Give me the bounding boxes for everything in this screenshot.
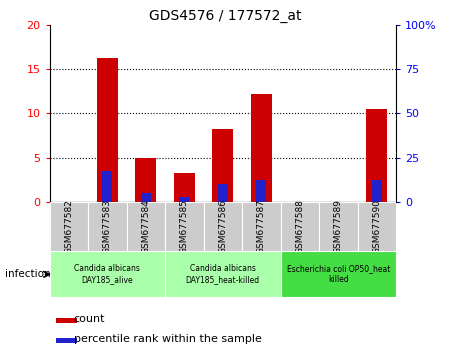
Text: Candida albicans
DAY185_alive: Candida albicans DAY185_alive: [74, 264, 140, 284]
Text: GSM677589: GSM677589: [334, 199, 343, 254]
Text: GSM677590: GSM677590: [372, 199, 381, 254]
Text: GSM677588: GSM677588: [295, 199, 304, 254]
Bar: [251, 94, 272, 202]
Bar: [372, 180, 382, 202]
Text: Escherichia coli OP50_heat
killed: Escherichia coli OP50_heat killed: [287, 264, 390, 284]
Bar: [165, 202, 203, 251]
Bar: [366, 109, 387, 202]
Bar: [88, 202, 126, 251]
Bar: [319, 202, 357, 251]
Text: GSM677583: GSM677583: [103, 199, 112, 254]
Bar: [97, 58, 118, 202]
Bar: [165, 251, 280, 297]
Bar: [280, 251, 396, 297]
Bar: [56, 338, 77, 343]
Bar: [50, 251, 165, 297]
Bar: [56, 319, 77, 323]
Bar: [135, 158, 156, 202]
Bar: [242, 202, 280, 251]
Bar: [180, 198, 189, 202]
Bar: [218, 184, 228, 202]
Text: count: count: [74, 314, 105, 324]
Bar: [126, 202, 165, 251]
Text: infection: infection: [4, 269, 50, 279]
Bar: [280, 202, 319, 251]
Bar: [203, 202, 242, 251]
Text: GSM677582: GSM677582: [64, 199, 73, 254]
Bar: [174, 173, 195, 202]
Text: GDS4576 / 177572_at: GDS4576 / 177572_at: [149, 9, 301, 23]
Text: GSM677587: GSM677587: [257, 199, 266, 254]
Bar: [212, 129, 234, 202]
Text: GSM677584: GSM677584: [141, 199, 150, 254]
Text: GSM677586: GSM677586: [218, 199, 227, 254]
Bar: [357, 202, 396, 251]
Bar: [50, 202, 88, 251]
Bar: [256, 180, 266, 202]
Bar: [141, 193, 151, 202]
Bar: [103, 171, 112, 202]
Text: Candida albicans
DAY185_heat-killed: Candida albicans DAY185_heat-killed: [186, 264, 260, 284]
Text: GSM677585: GSM677585: [180, 199, 189, 254]
Text: percentile rank within the sample: percentile rank within the sample: [74, 334, 261, 344]
